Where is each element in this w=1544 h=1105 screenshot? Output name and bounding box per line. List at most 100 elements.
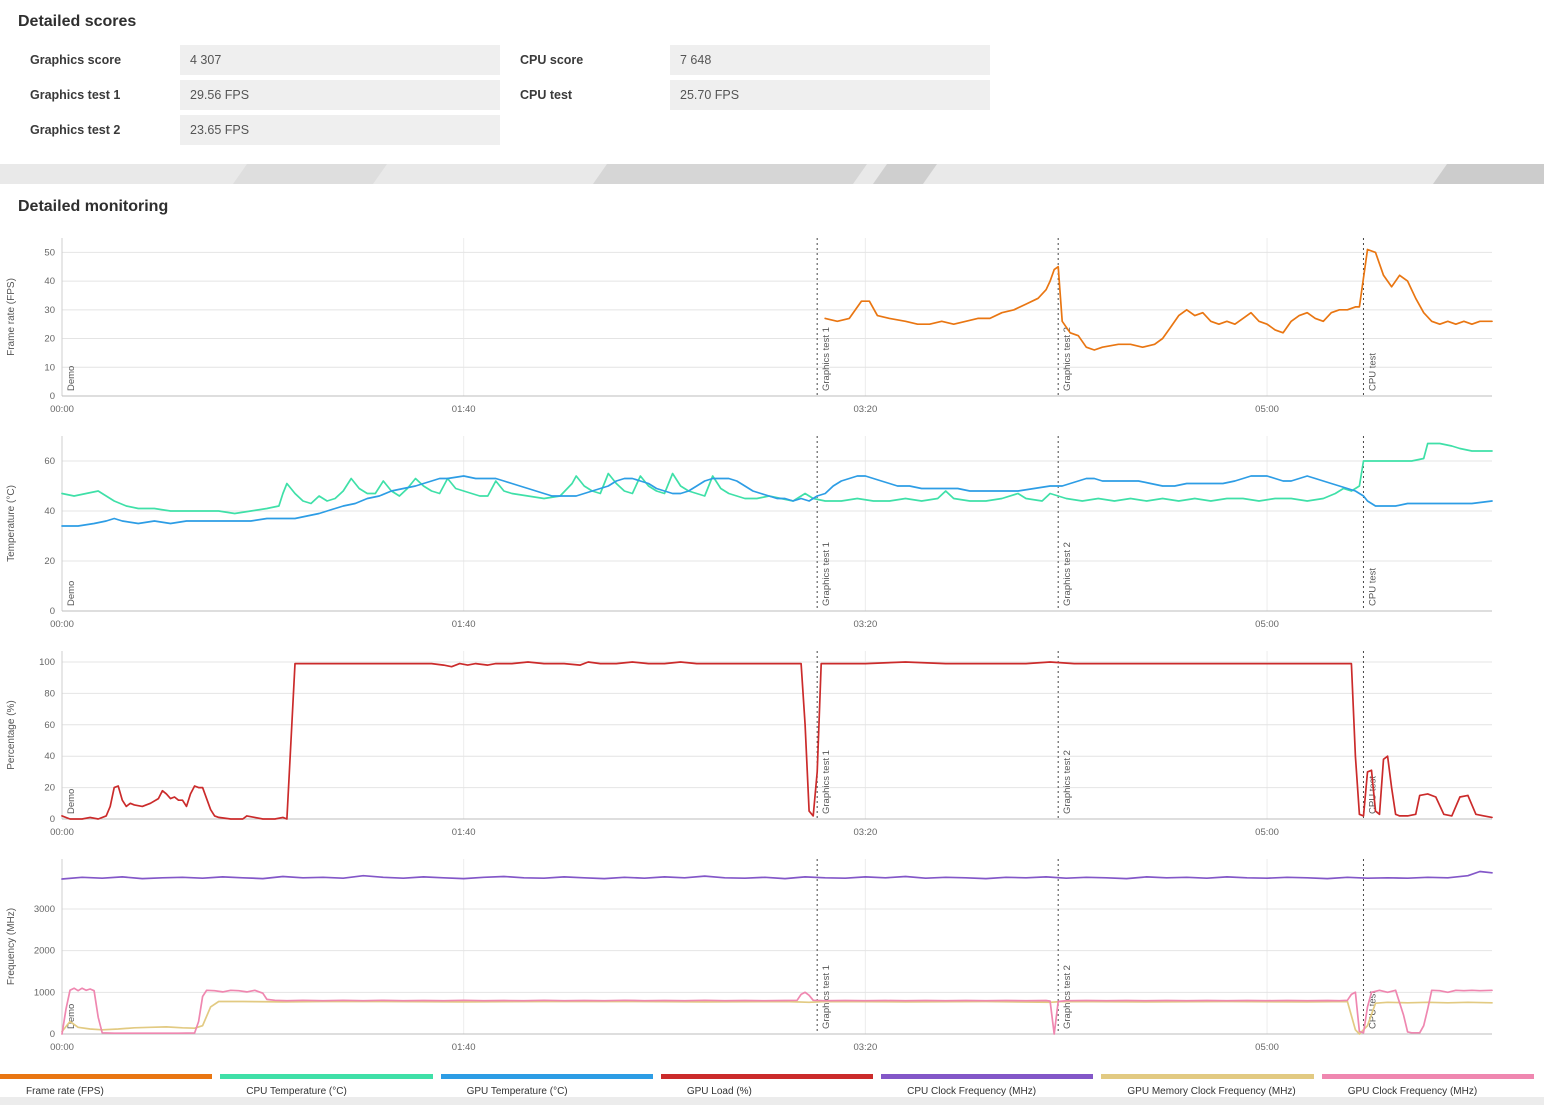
x-tick-label: 03:20 [853,619,877,630]
legend-color-bar [0,1074,213,1079]
y-tick-label: 40 [44,751,55,762]
deco-chevron [225,164,395,184]
deco-chevron [1425,164,1544,184]
legend-item: CPU Clock Frequency (MHz) [881,1074,1094,1097]
legend-label: GPU Clock Frequency (MHz) [1347,1086,1478,1097]
y-tick-label: 40 [44,506,55,517]
x-tick-label: 01:40 [452,827,476,838]
series-line [61,442,1493,515]
series-line [61,661,1493,820]
x-tick-label: 05:00 [1255,1042,1279,1053]
detailed-monitoring-title: Detailed monitoring [18,198,169,215]
event-label: Graphics test 2 [1062,542,1073,606]
y-tick-label: 40 [44,276,55,287]
score-label: Graphics test 2 [30,123,121,137]
legend-color-bar [1101,1074,1314,1079]
x-tick-label: 00:00 [50,1042,74,1053]
event-label: Graphics test 2 [1062,965,1073,1029]
legend-item: GPU Load (%) [660,1074,874,1097]
y-tick-label: 30 [44,305,55,316]
deco-chevron [865,164,945,184]
detailed-scores-section: Detailed scores Graphics score 4 307 Graph… [0,0,1544,164]
y-tick-label: 3000 [34,904,55,915]
legend-item: GPU Temperature (°C) [440,1074,653,1097]
chart-frame-rate: 0 10 20 30 40 50 00:00 01:40 03:20 05:00 Demo Graph… [0,232,1544,422]
x-tick-label: 00:00 [50,827,74,838]
series-line [61,1000,1493,1035]
event-label: Demo [66,366,77,391]
x-tick-label: 01:40 [452,619,476,630]
x-tick-label: 03:20 [853,827,877,838]
chart-frequency: 0 1000 2000 3000 00:00 01:40 03:20 05:00 Demo Gra… [0,853,1544,1060]
event-label: CPU test [1367,776,1378,814]
event-label: Demo [66,581,77,606]
y-tick-label: 20 [44,334,55,345]
x-tick-label: 05:00 [1255,827,1279,838]
y-tick-label: 0 [50,1029,55,1040]
x-tick-label: 05:00 [1255,619,1279,630]
legend-item: Frame rate (FPS) [0,1074,213,1097]
legend-label: CPU Clock Frequency (MHz) [907,1086,1037,1097]
legend-item: GPU Clock Frequency (MHz) [1321,1074,1534,1097]
y-tick-label: 20 [44,556,55,567]
y-tick-label: 1000 [34,987,55,998]
x-tick-label: 00:00 [50,404,74,415]
legend-item: CPU Temperature (°C) [220,1074,433,1097]
score-label: CPU score [520,53,584,67]
score-value: 29.56 FPS [180,80,500,110]
event-label: Demo [66,789,77,814]
scores-column-left: Graphics score 4 307 Graphics test 1 29.56 … [30,45,500,150]
chart-percentage: 0 20 40 60 80 100 00:00 01:40 03:20 05:00 Demo Grap… [0,645,1544,845]
event-label: Demo [66,1004,77,1029]
y-tick-label: 20 [44,783,55,794]
y-axis-title: Temperature (°C) [6,485,17,562]
series-line [61,870,1493,880]
y-tick-label: 60 [44,720,55,731]
legend-color-bar [660,1074,874,1079]
x-tick-label: 05:00 [1255,404,1279,415]
chart-svg-frequency: 0 1000 2000 3000 00:00 01:40 03:20 05:00 Demo Gra… [6,859,1493,1053]
score-value: 4 307 [180,45,500,75]
event-label: CPU test [1367,353,1378,391]
background-decoration [0,164,1544,184]
legend-label: GPU Load (%) [686,1086,752,1097]
legend-color-bar [220,1074,433,1079]
legend-label: CPU Temperature (°C) [246,1086,347,1097]
legend-color-bar [881,1074,1094,1079]
deco-chevron [585,164,875,184]
event-label: Graphics test 1 [821,750,832,814]
score-row: CPU test 25.70 FPS [520,80,990,110]
score-row: Graphics test 1 29.56 FPS [30,80,500,110]
score-label: CPU test [520,88,573,102]
chart-legend: Frame rate (FPS) CPU Temperature (°C) GPU … [0,1074,1544,1097]
chart-svg-temperature: 0 20 40 60 00:00 01:40 03:20 05:00 Demo Graphics … [6,436,1493,630]
x-tick-label: 03:20 [853,1042,877,1053]
x-tick-label: 01:40 [452,404,476,415]
y-tick-label: 2000 [34,946,55,957]
event-label: Graphics test 1 [821,542,832,606]
event-label: Graphics test 1 [821,965,832,1029]
event-label: CPU test [1367,568,1378,606]
score-value: 25.70 FPS [670,80,990,110]
score-label: Graphics score [30,53,122,67]
event-label: Graphics test 2 [1062,750,1073,814]
score-row: CPU score 7 648 [520,45,990,75]
series-line [61,987,1493,1035]
event-label: Graphics test 1 [821,327,832,391]
x-tick-label: 00:00 [50,619,74,630]
x-tick-label: 01:40 [452,1042,476,1053]
series-line [61,475,1493,527]
y-tick-label: 10 [44,362,55,373]
y-tick-label: 0 [50,814,55,825]
monitoring-charts: 0 10 20 30 40 50 00:00 01:40 03:20 05:00 Demo Graph… [0,232,1544,1060]
y-tick-label: 50 [44,247,55,258]
score-value: 7 648 [670,45,990,75]
scores-grid: Graphics score 4 307 Graphics test 1 29.56 … [18,45,1526,150]
legend-label: GPU Memory Clock Frequency (MHz) [1127,1086,1296,1097]
scores-column-right: CPU score 7 648 CPU test 25.70 FPS [520,45,990,115]
chart-svg-frame-rate: 0 10 20 30 40 50 00:00 01:40 03:20 05:00 Demo Graph… [6,238,1493,415]
legend-label: GPU Temperature (°C) [466,1086,568,1097]
y-axis-title: Frequency (MHz) [6,908,17,985]
chart-svg-percentage: 0 20 40 60 80 100 00:00 01:40 03:20 05:00 Demo Grap… [6,651,1493,838]
